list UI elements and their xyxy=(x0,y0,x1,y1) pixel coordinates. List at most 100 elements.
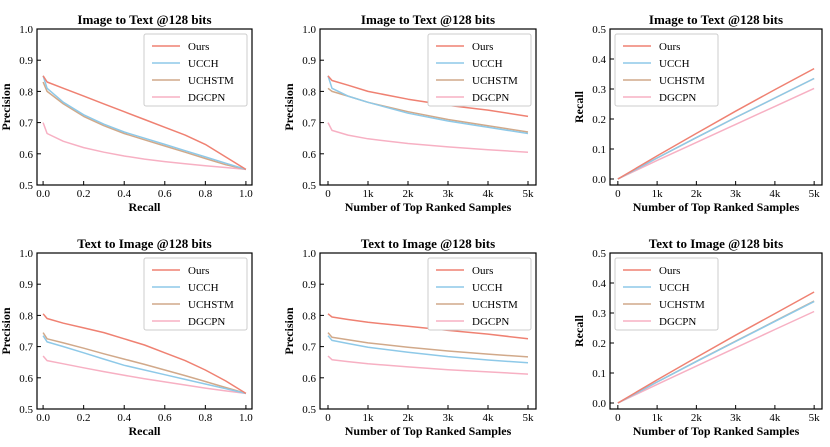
plot-frame xyxy=(609,28,823,186)
y-tick-label: 0.9 xyxy=(302,55,316,67)
x-tick-label: 0 xyxy=(325,412,331,424)
x-tick-label: 0.0 xyxy=(36,188,50,200)
legend-label: UCHSTM xyxy=(472,299,518,311)
legend: Ours UCCH UCHSTM DGCPN xyxy=(614,257,719,331)
y-tick-label: 0.7 xyxy=(302,118,316,130)
legend-label: Ours xyxy=(188,265,209,277)
series-line-ours xyxy=(617,291,815,404)
y-tick-label: 0.1 xyxy=(592,368,606,380)
series-line-ucch xyxy=(617,77,815,180)
x-tick-label: 4k xyxy=(769,412,781,424)
y-tick-label: 0.2 xyxy=(592,114,606,126)
series-line-dgcpn xyxy=(327,355,529,375)
y-tick-label: 0.0 xyxy=(592,398,606,410)
plot-frame xyxy=(609,252,823,410)
series-line-uchstm xyxy=(42,332,247,395)
y-axis-label: Precision xyxy=(282,83,296,130)
y-tick-label: 0.5 xyxy=(592,248,606,260)
series-line-ours xyxy=(617,67,815,180)
x-tick-label: 4k xyxy=(769,188,781,200)
x-axis-label: Recall xyxy=(129,424,162,438)
series-line-dgcpn xyxy=(42,122,246,171)
plot-frame xyxy=(319,28,537,186)
x-tick-label: 1.0 xyxy=(239,188,253,200)
y-tick-label: 0.5 xyxy=(302,404,316,416)
y-tick-label: 0.6 xyxy=(302,149,316,161)
series-line-dgcpn xyxy=(42,355,246,395)
x-tick-label: 5k xyxy=(523,412,535,424)
legend-label: Ours xyxy=(188,41,209,53)
y-axis-label: Recall xyxy=(572,314,586,347)
legend-label: DGCPN xyxy=(188,92,225,104)
series-line-ucch xyxy=(617,300,815,404)
legend-box xyxy=(143,33,248,107)
chart-title: Image to Text @128 bits xyxy=(649,12,783,27)
chart-title: Image to Text @128 bits xyxy=(361,12,495,27)
x-tick-label: 3k xyxy=(443,412,455,424)
series-line-dgcpn xyxy=(617,87,815,180)
legend-label: UCCH xyxy=(188,58,219,70)
legend-label: UCHSTM xyxy=(659,75,705,87)
chart-panel-1: Image to Text @128 bits 0.0 0.2 0.4 0.6 0.8 1.… xyxy=(0,12,253,214)
y-axis-label: Precision xyxy=(282,307,296,354)
legend: Ours UCCH UCHSTM DGCPN xyxy=(427,33,532,107)
legend-label: UCHSTM xyxy=(188,75,234,87)
legend-label: Ours xyxy=(659,265,680,277)
x-axis-label: Number of Top Ranked Samples xyxy=(345,424,512,438)
x-tick-label: 0.2 xyxy=(77,412,91,424)
y-tick-label: 0.5 xyxy=(19,180,33,192)
chart-title: Image to Text @128 bits xyxy=(77,12,211,27)
legend-label: UCHSTM xyxy=(188,299,234,311)
chart-panel-6: Text to Image @128 bits 0 1k 2k 3k 4k 5k 0.0 0.1… xyxy=(572,236,823,438)
x-tick-label: 2k xyxy=(691,412,703,424)
legend-box xyxy=(427,33,532,107)
x-tick-label: 3k xyxy=(443,188,455,200)
x-tick-label: 0.4 xyxy=(117,188,131,200)
chart-panel-5: Text to Image @128 bits 0 1k 2k 3k 4k 5k 0.5 0.6… xyxy=(282,236,537,438)
legend-label: Ours xyxy=(472,265,493,277)
legend-label: UCCH xyxy=(188,282,219,294)
legend: Ours UCCH UCHSTM DGCPN xyxy=(614,33,719,107)
series-line-dgcpn xyxy=(327,122,529,153)
legend: Ours UCCH UCHSTM DGCPN xyxy=(427,257,532,331)
x-tick-label: 1k xyxy=(363,412,375,424)
legend: Ours UCCH UCHSTM DGCPN xyxy=(143,257,248,331)
x-tick-label: 5k xyxy=(809,188,821,200)
x-tick-label: 1.0 xyxy=(239,412,253,424)
y-tick-label: 0.9 xyxy=(19,55,33,67)
legend-box xyxy=(614,257,719,331)
x-tick-label: 3k xyxy=(730,412,742,424)
legend-label: UCHSTM xyxy=(472,75,518,87)
x-tick-label: 0 xyxy=(325,188,331,200)
x-tick-label: 0.6 xyxy=(158,412,172,424)
y-tick-label: 0.7 xyxy=(19,342,33,354)
y-tick-label: 0.8 xyxy=(19,310,33,322)
y-tick-label: 0.8 xyxy=(302,310,316,322)
y-tick-label: 0.0 xyxy=(592,174,606,186)
series-line-ucch xyxy=(42,75,247,171)
x-tick-label: 0.2 xyxy=(77,188,91,200)
y-tick-label: 0.9 xyxy=(302,279,316,291)
legend-label: UCCH xyxy=(659,58,690,70)
x-tick-label: 2k xyxy=(403,188,415,200)
y-axis-label: Precision xyxy=(0,83,13,130)
legend: Ours UCCH UCHSTM DGCPN xyxy=(143,33,248,107)
legend-label: UCCH xyxy=(472,282,503,294)
y-tick-label: 0.4 xyxy=(592,278,606,290)
chart-panel-3: Image to Text @128 bits 0 1k 2k 3k 4k 5k 0.0 0.1… xyxy=(572,12,823,214)
y-tick-label: 0.6 xyxy=(19,373,33,385)
series-line-ucch xyxy=(327,335,529,364)
legend-label: UCHSTM xyxy=(659,299,705,311)
y-tick-label: 0.5 xyxy=(302,180,316,192)
chart-panel-2: Image to Text @128 bits 0 1k 2k 3k 4k 5k 0.5 0.6… xyxy=(282,12,537,214)
x-tick-label: 2k xyxy=(403,412,415,424)
y-axis-label: Recall xyxy=(572,90,586,123)
legend-label: DGCPN xyxy=(659,92,696,104)
y-tick-label: 0.6 xyxy=(302,373,316,385)
y-tick-label: 0.2 xyxy=(592,338,606,350)
series-line-ours xyxy=(42,313,247,395)
x-tick-label: 0.8 xyxy=(198,188,212,200)
series-line-ours xyxy=(327,313,529,340)
legend-label: UCCH xyxy=(659,282,690,294)
